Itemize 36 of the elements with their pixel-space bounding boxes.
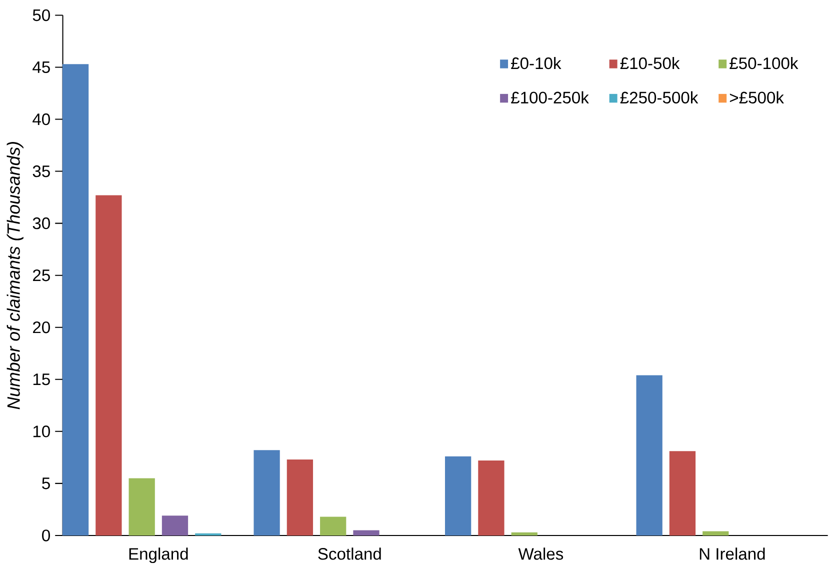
legend-label: >£500k xyxy=(730,91,784,104)
y-tick-label: 35 xyxy=(32,165,50,177)
y-tick-label: 45 xyxy=(32,61,50,73)
x-tick-label: N Ireland xyxy=(700,547,765,560)
bar xyxy=(444,456,472,536)
y-axis-title: Number of claimants (Thousands) xyxy=(6,142,24,410)
y-tick-label: 20 xyxy=(33,321,50,334)
bar xyxy=(353,530,380,536)
y-tick-label: 5 xyxy=(42,477,50,490)
legend-label: £100-250k xyxy=(511,91,589,104)
y-tick-label: 40 xyxy=(32,113,50,125)
bar xyxy=(320,516,346,536)
bar xyxy=(636,375,662,536)
legend-label: £50-100k xyxy=(730,56,798,69)
bar xyxy=(669,450,696,536)
x-tick-label: Wales xyxy=(518,547,564,560)
y-tick-label: 50 xyxy=(32,9,50,21)
bar xyxy=(128,478,155,536)
bar xyxy=(702,531,729,536)
bar xyxy=(62,64,89,536)
bar xyxy=(162,515,188,536)
y-tick-label: 10 xyxy=(33,425,50,438)
legend-label: £10-50k xyxy=(620,56,680,69)
y-tick-label: 0 xyxy=(42,529,50,542)
y-tick-label: 25 xyxy=(33,269,50,281)
y-tick-label: 30 xyxy=(32,217,50,229)
bar xyxy=(254,450,280,536)
bar xyxy=(511,532,538,536)
x-tick-label: Scotland xyxy=(318,547,381,560)
legend-label: £250-500k xyxy=(620,91,698,104)
bar xyxy=(478,460,504,536)
x-tick-label: England xyxy=(129,547,188,563)
bar xyxy=(96,195,122,536)
bar xyxy=(286,459,314,536)
y-tick-label: 15 xyxy=(33,373,50,385)
legend-label: £0-10k xyxy=(511,56,562,69)
